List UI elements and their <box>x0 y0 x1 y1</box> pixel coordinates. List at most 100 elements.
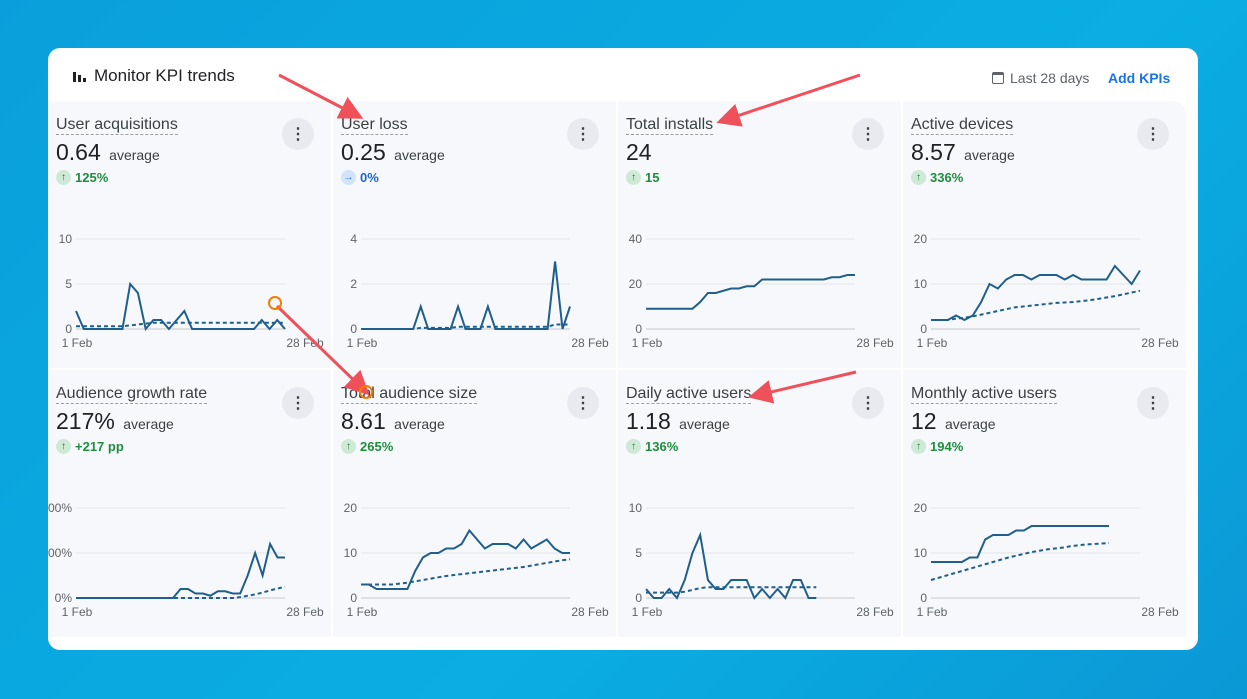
y-tick-label: 20 <box>914 501 928 515</box>
kpi-value-unit: average <box>123 416 174 432</box>
kpi-card-daily-active-users[interactable]: Daily active users 1.18 average ↑ 136% ⋮ 0… <box>618 370 901 637</box>
arrow-up-icon: ↑ <box>56 439 71 454</box>
kpi-title[interactable]: Daily active users <box>626 385 752 404</box>
kpi-grid: User acquisitions 0.64 average ↑ 125% ⋮ 0 5… <box>48 101 1186 637</box>
kpi-value-unit: average <box>679 416 730 432</box>
more-options-button[interactable]: ⋮ <box>567 387 599 419</box>
more-options-button[interactable]: ⋮ <box>1137 118 1169 150</box>
y-tick-label: 20 <box>629 277 643 291</box>
arrow-up-icon: ↑ <box>911 170 926 185</box>
kpi-value-unit: average <box>944 416 996 432</box>
kpi-delta: ↑ 265% <box>341 439 393 454</box>
series-line <box>646 274 855 310</box>
arrow-right-icon: → <box>341 170 356 185</box>
calendar-icon <box>992 72 1004 84</box>
y-tick-label: 10 <box>629 501 643 515</box>
x-tick-label: 28 Feb <box>1141 605 1179 619</box>
kpi-title[interactable]: Total audience size <box>341 385 478 404</box>
kpi-title[interactable]: Audience growth rate <box>56 385 208 404</box>
kpi-card-user-acquisitions[interactable]: User acquisitions 0.64 average ↑ 125% ⋮ 0 5… <box>48 101 331 368</box>
page-title: Monitor KPI trends <box>94 66 235 85</box>
kpi-card-total-audience-size[interactable]: Total audience size 8.61 average ↑ 265% ⋮… <box>333 370 616 637</box>
kpi-chart: 0 5 10 1 Feb 28 Feb <box>59 232 324 350</box>
kpi-title[interactable]: Monthly active users <box>911 385 1057 404</box>
trend-line-dashed <box>931 289 1141 321</box>
kpi-card-total-installs[interactable]: Total installs 24 ↑ 15 ⋮ 0 20 40 1 Feb 28 Feb <box>618 101 901 368</box>
y-tick-label: 0% <box>55 591 73 605</box>
x-tick-label: 1 Feb <box>917 605 948 619</box>
date-range-selector[interactable]: Last 28 days <box>992 70 1089 86</box>
y-tick-label: 0 <box>920 322 927 336</box>
kpi-title[interactable]: Total installs <box>626 116 714 135</box>
kpi-delta-value: +217 pp <box>75 439 124 454</box>
kpi-delta-value: 265% <box>360 439 394 454</box>
y-tick-label: 2,000% <box>48 501 72 515</box>
more-options-button[interactable]: ⋮ <box>852 387 884 419</box>
more-options-button[interactable]: ⋮ <box>282 387 314 419</box>
y-tick-label: 0 <box>635 322 642 336</box>
kpi-value: 0.25 average <box>341 139 445 166</box>
x-tick-label: 28 Feb <box>571 605 609 619</box>
kpi-value-unit: average <box>394 147 445 163</box>
kpi-panel: Monitor KPI trends Last 28 days Add KPIs… <box>48 48 1198 650</box>
kpi-card-monthly-active-users[interactable]: Monthly active users 12 average ↑ 194% ⋮ 0… <box>903 370 1186 637</box>
more-options-button[interactable]: ⋮ <box>282 118 314 150</box>
kpi-value-number: 217% <box>56 408 115 434</box>
add-kpis-button[interactable]: Add KPIs <box>1108 70 1171 86</box>
bar-chart-icon <box>73 71 86 82</box>
kpi-value: 8.61 average <box>341 408 445 435</box>
y-tick-label: 5 <box>635 546 642 560</box>
x-tick-label: 28 Feb <box>856 605 894 619</box>
kpi-delta: → 0% <box>341 170 379 185</box>
series-line <box>361 528 570 590</box>
kpi-delta-value: 336% <box>930 170 964 185</box>
kpi-chart: 0 2 4 1 Feb 28 Feb <box>347 232 609 350</box>
kpi-value-number: 1.18 <box>626 408 671 434</box>
kpi-chart: 0 10 20 1 Feb 28 Feb <box>914 501 1179 619</box>
y-tick-label: 0 <box>635 591 642 605</box>
more-options-button[interactable]: ⋮ <box>852 118 884 150</box>
series-line <box>931 525 1110 563</box>
series-line <box>361 261 571 330</box>
y-tick-label: 10 <box>344 546 358 560</box>
kpi-delta-value: 136% <box>645 439 679 454</box>
kpi-value-unit: average <box>394 416 445 432</box>
series-line <box>75 281 286 332</box>
kpi-value-number: 8.57 <box>911 139 956 165</box>
trend-line-dashed <box>930 542 1110 581</box>
y-tick-label: 4 <box>350 232 357 246</box>
kpi-title[interactable]: User loss <box>341 116 408 135</box>
x-tick-label: 1 Feb <box>347 336 378 350</box>
y-tick-label: 20 <box>914 232 928 246</box>
panel-header: Monitor KPI trends <box>73 66 235 86</box>
kpi-value: 0.64 average <box>56 139 160 166</box>
more-vert-icon: ⋮ <box>1145 395 1161 412</box>
x-tick-label: 1 Feb <box>632 336 663 350</box>
kpi-value-unit: average <box>109 147 160 163</box>
more-vert-icon: ⋮ <box>290 126 306 143</box>
y-tick-label: 10 <box>59 232 73 246</box>
more-options-button[interactable]: ⋮ <box>1137 387 1169 419</box>
kpi-title[interactable]: Active devices <box>911 116 1014 135</box>
kpi-card-user-loss[interactable]: User loss 0.25 average → 0% ⋮ 0 2 4 1 Feb 28 F… <box>333 101 616 368</box>
y-tick-label: 40 <box>629 232 643 246</box>
y-tick-label: 20 <box>344 501 358 515</box>
x-tick-label: 28 Feb <box>571 336 609 350</box>
kpi-title[interactable]: User acquisitions <box>56 116 178 135</box>
more-options-button[interactable]: ⋮ <box>567 118 599 150</box>
kpi-chart: 0% 1,000% 2,000% 1 Feb 28 Feb <box>48 501 324 619</box>
kpi-card-active-devices[interactable]: Active devices 8.57 average ↑ 336% ⋮ 0 10 20… <box>903 101 1186 368</box>
more-vert-icon: ⋮ <box>860 126 876 143</box>
kpi-chart: 0 5 10 1 Feb 28 Feb <box>629 501 894 619</box>
series-line <box>931 264 1141 322</box>
kpi-value-number: 24 <box>626 139 652 165</box>
x-tick-label: 28 Feb <box>286 605 324 619</box>
kpi-value: 8.57 average <box>911 139 1015 166</box>
x-tick-label: 28 Feb <box>286 336 324 350</box>
kpi-delta: ↑ 336% <box>911 170 963 185</box>
more-vert-icon: ⋮ <box>1145 126 1161 143</box>
kpi-value: 217% average <box>56 408 174 435</box>
kpi-value: 24 <box>626 139 654 166</box>
y-tick-label: 0 <box>350 591 357 605</box>
kpi-card-audience-growth-rate[interactable]: Audience growth rate 217% average ↑ +217 … <box>48 370 331 637</box>
